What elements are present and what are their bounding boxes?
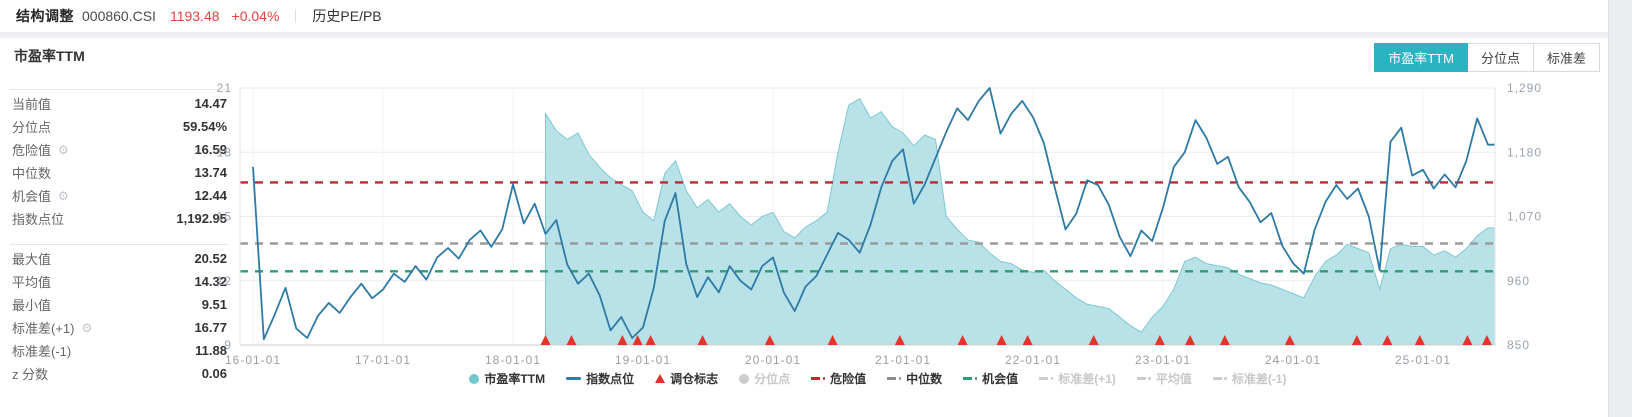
svg-text:1,180: 1,180 [1507,145,1542,159]
svg-text:1,290: 1,290 [1507,81,1542,95]
history-pe-pb-link[interactable]: 历史PE/PB [312,8,382,24]
stat-danger-value: 危险值 16.59 [10,138,229,161]
index-line-swatch-icon [566,377,582,380]
rebalance-triangle-icon [655,374,666,383]
danger-dash-icon [811,377,826,380]
stat-min: 最小值 9.51 [12,297,227,313]
valuation-panel: 市盈率TTM 市盈率TTM 分位点 标准差 当前值 14.47 分位点 59.5… [0,38,1608,417]
svg-text:25-01-01: 25-01-01 [1395,353,1451,367]
svg-text:16-01-01: 16-01-01 [225,353,281,367]
svg-text:23-01-01: 23-01-01 [1135,353,1191,367]
svg-text:960: 960 [1507,274,1530,288]
legend-item-rebalance[interactable]: 调仓标志 [655,370,718,387]
chart-legend: 市盈率TTM 指数点位 调仓标志 分位点 危险值 中位数 [198,370,1558,387]
legend-item-pe-ttm[interactable]: 市盈率TTM [469,370,545,387]
svg-text:17-01-01: 17-01-01 [355,353,411,367]
stat-mean: 平均值 14.32 [12,274,227,290]
tab-percentile[interactable]: 分位点 [1466,43,1534,72]
stats-group-history: 最大值 20.52 平均值 14.32 最小值 9.51 标准差(+1) 16.… [10,244,229,385]
svg-text:1,070: 1,070 [1507,210,1542,224]
legend-item-index[interactable]: 指数点位 [566,370,634,387]
metric-switcher: 市盈率TTM 分位点 标准差 [1374,43,1600,72]
chance-dash-icon [963,377,978,380]
legend-item-danger[interactable]: 危险值 [811,370,866,387]
legend-item-stddev-plus1[interactable]: 标准差(+1) [1039,370,1116,387]
percentile-swatch-icon [739,373,750,384]
header-divider [295,9,297,23]
index-price: 1193.48 [169,8,220,24]
tab-pe-ttm[interactable]: 市盈率TTM [1374,43,1468,72]
svg-text:24-01-01: 24-01-01 [1265,353,1321,367]
gear-icon[interactable] [58,189,69,203]
svg-text:15: 15 [217,210,232,224]
legend-item-mean[interactable]: 平均值 [1136,370,1192,387]
pe-chart-canvas: 21 18 15 12 9 1,290 1,180 1,070 960 850 16-01-01 17… [217,81,1542,367]
stat-current-value: 当前值 14.47 [12,96,227,112]
legend-item-median[interactable]: 中位数 [887,370,942,387]
stat-max: 最大值 20.52 [12,251,227,267]
legend-item-stddev-minus1[interactable]: 标准差(-1) [1212,370,1287,387]
stddev-plus1-dash-icon [1039,377,1054,380]
panel-title: 市盈率TTM [14,48,85,64]
median-dash-icon [887,377,902,380]
svg-text:20-01-01: 20-01-01 [745,353,801,367]
index-code: 000860.CSI [82,8,156,24]
stat-median: 中位数 13.74 [12,165,227,181]
stat-zscore: z 分数 0.06 [12,366,227,382]
svg-text:21-01-01: 21-01-01 [875,353,931,367]
svg-text:22-01-01: 22-01-01 [1005,353,1061,367]
legend-item-percentile[interactable]: 分位点 [739,370,790,387]
page-right-gutter [1608,0,1632,417]
stats-sidebar: 当前值 14.47 分位点 59.54% 危险值 16.59 中位数 13.74 [10,89,229,385]
stat-index-level: 指数点位 1,192.95 [12,211,227,227]
stat-chance-value: 机会值 12.44 [10,184,229,207]
header: 结构调整 000860.CSI 1193.48 +0.04% 历史PE/PB [0,0,1608,32]
index-name: 结构调整 [16,8,74,24]
stat-percentile: 分位点 59.54% [12,119,227,135]
svg-text:18: 18 [217,145,232,159]
gear-icon[interactable] [81,321,92,335]
gear-icon[interactable] [58,143,69,157]
stat-stddev-minus1: 标准差(-1) 11.88 [12,343,227,359]
svg-text:9: 9 [224,338,232,352]
svg-text:19-01-01: 19-01-01 [615,353,671,367]
svg-text:850: 850 [1507,338,1530,352]
legend-item-chance[interactable]: 机会值 [963,370,1018,387]
header-separator [0,32,1608,38]
stddev-minus1-dash-icon [1212,377,1227,380]
mean-dash-icon [1136,377,1151,380]
svg-text:12: 12 [217,274,232,288]
stats-group-current: 当前值 14.47 分位点 59.54% 危险值 16.59 中位数 13.74 [10,89,229,230]
svg-text:18-01-01: 18-01-01 [485,353,541,367]
stat-stddev-plus1: 标准差(+1) 16.77 [10,316,229,339]
tab-stddev[interactable]: 标准差 [1532,43,1600,72]
pe-area-swatch-icon [469,373,480,384]
index-change: +0.04% [231,8,280,24]
svg-text:21: 21 [217,81,232,95]
pe-chart[interactable]: 21 18 15 12 9 1,290 1,180 1,070 960 850 16-01-01 17… [198,78,1558,378]
